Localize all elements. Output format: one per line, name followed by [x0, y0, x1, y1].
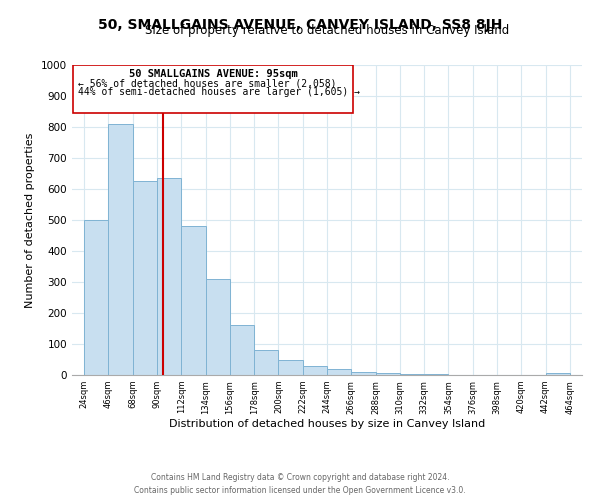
Title: Size of property relative to detached houses in Canvey Island: Size of property relative to detached ho… — [145, 24, 509, 38]
Bar — [157, 178, 181, 375]
Bar — [400, 374, 424, 375]
Bar — [303, 366, 327, 375]
Y-axis label: Number of detached properties: Number of detached properties — [25, 132, 35, 308]
Bar — [545, 374, 570, 375]
Bar — [206, 279, 230, 375]
Text: Contains HM Land Registry data © Crown copyright and database right 2024.
Contai: Contains HM Land Registry data © Crown c… — [134, 474, 466, 495]
Bar — [133, 181, 157, 375]
Text: ← 56% of detached houses are smaller (2,058): ← 56% of detached houses are smaller (2,… — [77, 78, 336, 88]
Bar — [424, 374, 448, 375]
Bar — [84, 220, 109, 375]
Bar — [376, 374, 400, 375]
Bar — [109, 124, 133, 375]
Bar — [181, 226, 206, 375]
Text: 50 SMALLGAINS AVENUE: 95sqm: 50 SMALLGAINS AVENUE: 95sqm — [129, 68, 298, 78]
Text: 44% of semi-detached houses are larger (1,605) →: 44% of semi-detached houses are larger (… — [77, 88, 359, 98]
Bar — [230, 326, 254, 375]
FancyBboxPatch shape — [73, 65, 353, 113]
Text: 50, SMALLGAINS AVENUE, CANVEY ISLAND, SS8 8JH: 50, SMALLGAINS AVENUE, CANVEY ISLAND, SS… — [98, 18, 502, 32]
X-axis label: Distribution of detached houses by size in Canvey Island: Distribution of detached houses by size … — [169, 420, 485, 430]
Bar — [278, 360, 303, 375]
Bar — [351, 372, 376, 375]
Bar — [254, 350, 278, 375]
Bar — [327, 369, 351, 375]
